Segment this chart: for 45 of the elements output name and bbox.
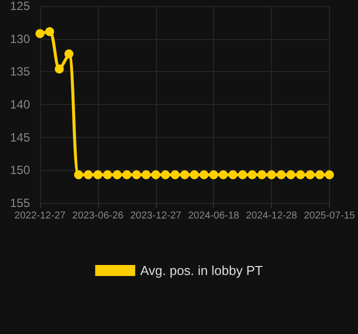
x-tick-label: 2023-06-26 xyxy=(72,210,124,222)
x-tick-label: 2024-12-28 xyxy=(246,210,298,222)
point xyxy=(160,170,170,180)
y-tick-label: 150 xyxy=(10,163,30,178)
point xyxy=(228,170,238,180)
legend-label: Avg. pos. in lobby PT xyxy=(140,263,263,278)
point xyxy=(74,170,84,180)
y-tick-label: 135 xyxy=(10,64,30,79)
x-tick-label: 2024-06-18 xyxy=(188,210,240,222)
x-tick-label: 2023-12-27 xyxy=(130,210,182,222)
point xyxy=(36,29,44,38)
point xyxy=(190,170,199,180)
point xyxy=(151,170,160,180)
point xyxy=(122,170,132,180)
point xyxy=(238,170,248,180)
y-tick-label: 130 xyxy=(10,32,30,46)
point xyxy=(103,170,112,180)
point xyxy=(218,170,228,180)
point xyxy=(200,170,209,180)
x-tick-label: 2022-12-27 xyxy=(14,210,66,222)
point xyxy=(45,27,54,36)
y-tick-label: 140 xyxy=(10,98,30,112)
x-tick-label: 2025-07-15 xyxy=(304,210,356,222)
point xyxy=(267,170,276,180)
point xyxy=(306,170,315,180)
point xyxy=(170,170,180,180)
point xyxy=(180,170,190,180)
y-tick-label: 155 xyxy=(10,196,30,210)
point xyxy=(112,170,122,180)
point xyxy=(54,64,64,74)
point xyxy=(84,170,93,180)
point xyxy=(142,170,151,180)
point xyxy=(296,170,305,180)
point xyxy=(315,170,324,180)
point xyxy=(64,49,74,58)
point xyxy=(324,170,334,180)
y-tick-label: 145 xyxy=(10,130,30,144)
point xyxy=(286,170,296,180)
y-tick-label: 125 xyxy=(10,0,30,13)
point xyxy=(93,170,102,180)
point xyxy=(257,170,266,180)
point xyxy=(276,170,286,180)
point xyxy=(132,170,141,180)
point xyxy=(248,170,257,180)
point xyxy=(209,170,218,180)
